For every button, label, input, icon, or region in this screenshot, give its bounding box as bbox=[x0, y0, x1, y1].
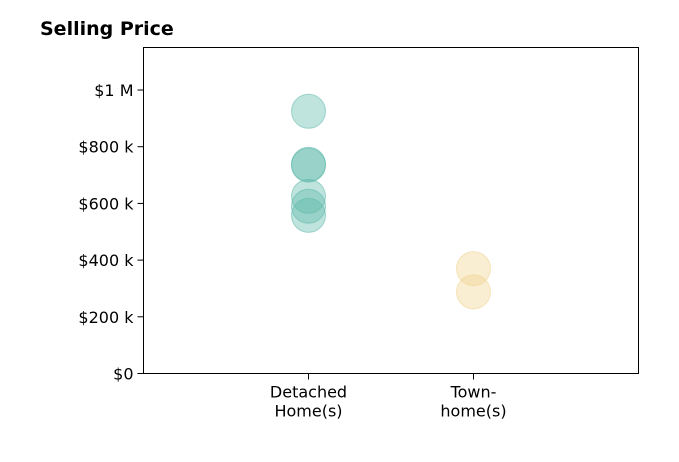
x-tick-label: home(s) bbox=[440, 402, 506, 421]
x-tick-label: Town- bbox=[450, 383, 497, 402]
x-tick-label: Home(s) bbox=[274, 402, 342, 421]
plot-area-frame bbox=[143, 47, 639, 374]
data-point bbox=[456, 274, 491, 310]
y-axis: $0 $200 k $400 k $600 k $800 k $1 M bbox=[78, 81, 144, 384]
y-tick-label: $600 k bbox=[78, 194, 134, 213]
data-point bbox=[291, 178, 326, 214]
data-point bbox=[291, 147, 326, 183]
x-tick-label: Detached bbox=[270, 383, 347, 402]
data-points bbox=[291, 93, 491, 310]
data-point bbox=[291, 197, 326, 233]
y-tick-label: $1 M bbox=[94, 81, 133, 100]
y-tick-label: $400 k bbox=[78, 251, 134, 270]
chart-title: Selling Price bbox=[40, 18, 174, 40]
y-tick-label: $800 k bbox=[78, 138, 134, 157]
data-point bbox=[291, 93, 326, 129]
y-tick-label: $200 k bbox=[78, 308, 134, 327]
y-tick-label: $0 bbox=[113, 365, 133, 384]
data-point bbox=[291, 188, 326, 224]
